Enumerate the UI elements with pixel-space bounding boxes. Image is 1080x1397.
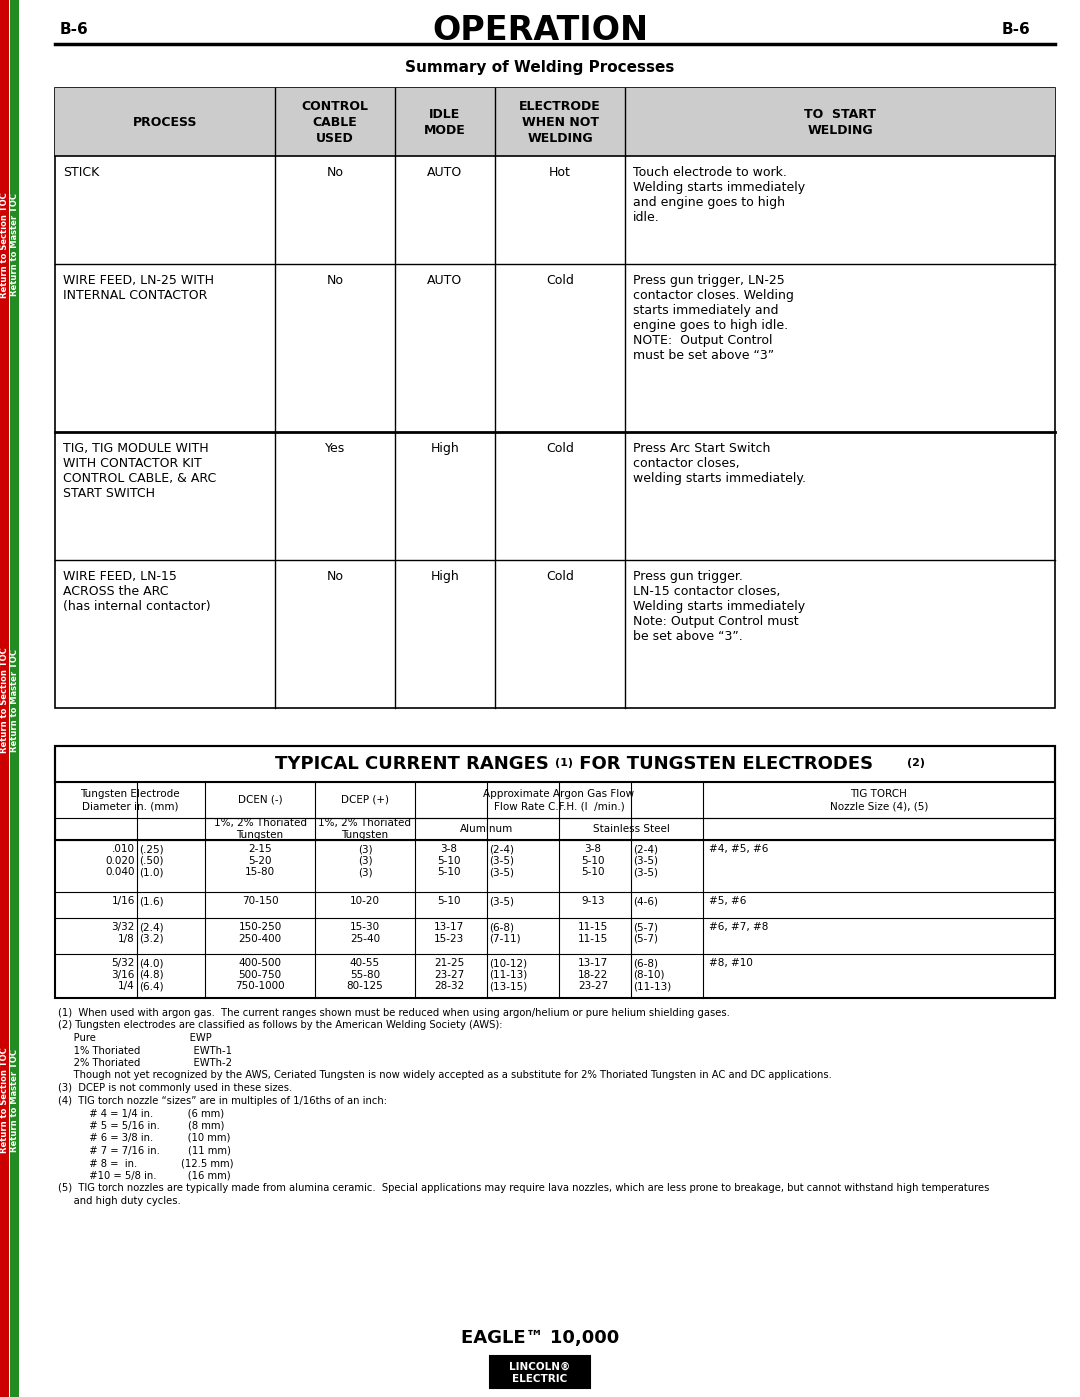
Text: High: High xyxy=(431,570,459,583)
Text: Return to Section TOC: Return to Section TOC xyxy=(0,1048,9,1153)
Text: 150-250
250-400: 150-250 250-400 xyxy=(239,922,282,943)
Text: Touch electrode to work.
Welding starts immediately
and engine goes to high
idle: Touch electrode to work. Welding starts … xyxy=(633,166,805,224)
Text: 3-8
5-10
5-10: 3-8 5-10 5-10 xyxy=(581,844,605,877)
Text: TIG TORCH
Nozzle Size (4), (5): TIG TORCH Nozzle Size (4), (5) xyxy=(829,789,928,812)
Text: TYPICAL CURRENT RANGES: TYPICAL CURRENT RANGES xyxy=(275,754,555,773)
Text: Aluminum: Aluminum xyxy=(460,824,514,834)
Text: #4, #5, #6: #4, #5, #6 xyxy=(708,844,768,854)
Text: Press gun trigger.
LN-15 contactor closes,
Welding starts immediately
Note: Outp: Press gun trigger. LN-15 contactor close… xyxy=(633,570,805,643)
Text: Cold: Cold xyxy=(546,274,573,286)
Bar xyxy=(0,0,9,1397)
Text: (2-4)
(3-5)
(3-5): (2-4) (3-5) (3-5) xyxy=(489,844,514,877)
Text: WIRE FEED, LN-25 WITH
INTERNAL CONTACTOR: WIRE FEED, LN-25 WITH INTERNAL CONTACTOR xyxy=(63,274,214,302)
Text: No: No xyxy=(326,570,343,583)
Text: 3-8
5-10
5-10: 3-8 5-10 5-10 xyxy=(437,844,461,877)
Text: (2-4)
(3-5)
(3-5): (2-4) (3-5) (3-5) xyxy=(633,844,658,877)
Text: Return to Master TOC: Return to Master TOC xyxy=(10,648,19,752)
Text: Return to Master TOC: Return to Master TOC xyxy=(10,1049,19,1151)
Text: 5/32
3/16
1/4: 5/32 3/16 1/4 xyxy=(111,958,135,992)
Bar xyxy=(55,782,1055,840)
Text: 2% Thoriated                 EWTh-2: 2% Thoriated EWTh-2 xyxy=(58,1058,232,1067)
Bar xyxy=(55,746,1055,782)
Text: Press gun trigger, LN-25
contactor closes. Welding
starts immediately and
engine: Press gun trigger, LN-25 contactor close… xyxy=(633,274,794,362)
Text: High: High xyxy=(431,441,459,455)
Text: 40-55
55-80
80-125: 40-55 55-80 80-125 xyxy=(347,958,383,992)
Text: Stainless Steel: Stainless Steel xyxy=(593,824,670,834)
Text: Summary of Welding Processes: Summary of Welding Processes xyxy=(405,60,675,75)
Text: Cold: Cold xyxy=(546,441,573,455)
Text: AUTO: AUTO xyxy=(428,274,462,286)
Text: (4-6): (4-6) xyxy=(633,895,658,907)
Text: DCEP (+): DCEP (+) xyxy=(341,795,389,805)
Text: FOR TUNGSTEN ELECTRODES: FOR TUNGSTEN ELECTRODES xyxy=(573,754,873,773)
Text: 9-13: 9-13 xyxy=(581,895,605,907)
Text: B-6: B-6 xyxy=(60,22,89,38)
Text: PROCESS: PROCESS xyxy=(133,116,198,129)
Text: (2): (2) xyxy=(907,759,924,768)
Text: 1% Thoriated                 EWTh-1: 1% Thoriated EWTh-1 xyxy=(58,1045,232,1056)
Text: (4.0)
(4.8)
(6.4): (4.0) (4.8) (6.4) xyxy=(139,958,164,992)
Text: 21-25
23-27
28-32: 21-25 23-27 28-32 xyxy=(434,958,464,992)
Text: # 5 = 5/16 in.         (8 mm): # 5 = 5/16 in. (8 mm) xyxy=(58,1120,225,1130)
Bar xyxy=(10,0,19,1397)
Text: # 8 =  in.              (12.5 mm): # 8 = in. (12.5 mm) xyxy=(58,1158,233,1168)
Text: 1%, 2% Thoriated
Tungsten: 1%, 2% Thoriated Tungsten xyxy=(214,819,307,840)
Text: DCEN (-): DCEN (-) xyxy=(238,795,282,805)
Text: Return to Section TOC: Return to Section TOC xyxy=(0,647,9,753)
Text: 11-15
11-15: 11-15 11-15 xyxy=(578,922,608,943)
Text: LINCOLN®: LINCOLN® xyxy=(510,1361,570,1372)
Bar xyxy=(55,746,1055,997)
Text: # 4 = 1/4 in.           (6 mm): # 4 = 1/4 in. (6 mm) xyxy=(58,1108,225,1118)
Text: (1)  When used with argon gas.  The current ranges shown must be reduced when us: (1) When used with argon gas. The curren… xyxy=(58,1009,730,1018)
Text: (6-8)
(8-10)
(11-13): (6-8) (8-10) (11-13) xyxy=(633,958,672,992)
Text: (3-5): (3-5) xyxy=(489,895,514,907)
Text: (10-12)
(11-13)
(13-15): (10-12) (11-13) (13-15) xyxy=(489,958,527,992)
Text: 3/32
1/8: 3/32 1/8 xyxy=(111,922,135,943)
Text: and high duty cycles.: and high duty cycles. xyxy=(58,1196,180,1206)
Text: 70-150: 70-150 xyxy=(242,895,279,907)
Text: .010
0.020
0.040: .010 0.020 0.040 xyxy=(106,844,135,877)
Bar xyxy=(490,1356,590,1389)
Text: #10 = 5/8 in.          (16 mm): #10 = 5/8 in. (16 mm) xyxy=(58,1171,231,1180)
Text: #5, #6: #5, #6 xyxy=(708,895,746,907)
Text: IDLE
MODE: IDLE MODE xyxy=(424,108,465,137)
Text: # 7 = 7/16 in.         (11 mm): # 7 = 7/16 in. (11 mm) xyxy=(58,1146,231,1155)
Text: 400-500
500-750
750-1000: 400-500 500-750 750-1000 xyxy=(235,958,285,992)
Text: STICK: STICK xyxy=(63,166,99,179)
Text: Hot: Hot xyxy=(549,166,571,179)
Bar xyxy=(55,782,1055,819)
Text: (2) Tungsten electrodes are classified as follows by the American Welding Societ: (2) Tungsten electrodes are classified a… xyxy=(58,1020,502,1031)
Text: No: No xyxy=(326,166,343,179)
Text: B-6: B-6 xyxy=(1001,22,1030,38)
Text: Press Arc Start Switch
contactor closes,
welding starts immediately.: Press Arc Start Switch contactor closes,… xyxy=(633,441,806,485)
Text: TO  START
WELDING: TO START WELDING xyxy=(804,108,876,137)
Text: (1.6): (1.6) xyxy=(139,895,164,907)
Text: Though not yet recognized by the AWS, Ceriated Tungsten is now widely accepted a: Though not yet recognized by the AWS, Ce… xyxy=(58,1070,832,1080)
Text: (.25)
(.50)
(1.0): (.25) (.50) (1.0) xyxy=(139,844,164,877)
Text: ELECTRODE
WHEN NOT
WELDING: ELECTRODE WHEN NOT WELDING xyxy=(519,99,600,144)
Text: No: No xyxy=(326,274,343,286)
Text: 5-10: 5-10 xyxy=(437,895,461,907)
Text: EAGLE™ 10,000: EAGLE™ 10,000 xyxy=(461,1329,619,1347)
Text: Return to Section TOC: Return to Section TOC xyxy=(0,193,9,298)
Text: # 6 = 3/8 in.           (10 mm): # 6 = 3/8 in. (10 mm) xyxy=(58,1133,230,1143)
Text: (3)  DCEP is not commonly used in these sizes.: (3) DCEP is not commonly used in these s… xyxy=(58,1083,293,1092)
Text: 10-20: 10-20 xyxy=(350,895,380,907)
Text: (2.4)
(3.2): (2.4) (3.2) xyxy=(139,922,164,943)
Text: TIG, TIG MODULE WITH
WITH CONTACTOR KIT
CONTROL CABLE, & ARC
START SWITCH: TIG, TIG MODULE WITH WITH CONTACTOR KIT … xyxy=(63,441,216,500)
Text: Cold: Cold xyxy=(546,570,573,583)
Text: #8, #10: #8, #10 xyxy=(708,958,753,968)
Text: 1/16: 1/16 xyxy=(111,895,135,907)
Bar xyxy=(55,819,1055,840)
Text: 13-17
18-22
23-27: 13-17 18-22 23-27 xyxy=(578,958,608,992)
Bar xyxy=(55,88,1055,156)
Text: WIRE FEED, LN-15
ACROSS the ARC
(has internal contactor): WIRE FEED, LN-15 ACROSS the ARC (has int… xyxy=(63,570,211,613)
Text: #6, #7, #8: #6, #7, #8 xyxy=(708,922,768,932)
Text: ELECTRIC: ELECTRIC xyxy=(512,1375,568,1384)
Text: CONTROL
CABLE
USED: CONTROL CABLE USED xyxy=(301,99,368,144)
Text: (1): (1) xyxy=(555,759,573,768)
Text: (6-8)
(7-11): (6-8) (7-11) xyxy=(489,922,521,943)
Text: 1%, 2% Thoriated
Tungsten: 1%, 2% Thoriated Tungsten xyxy=(319,819,411,840)
Text: 15-30
25-40: 15-30 25-40 xyxy=(350,922,380,943)
Text: OPERATION: OPERATION xyxy=(432,14,648,46)
